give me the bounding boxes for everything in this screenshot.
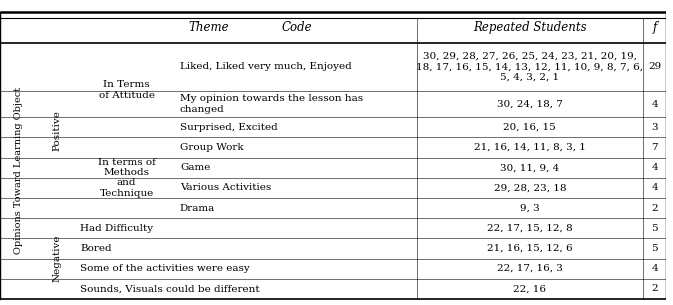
Text: Bored: Bored xyxy=(80,244,112,253)
Text: Drama: Drama xyxy=(180,203,215,213)
Text: 5: 5 xyxy=(651,244,658,253)
Text: 2: 2 xyxy=(651,284,658,293)
Text: 7: 7 xyxy=(651,143,658,152)
Text: 21, 16, 15, 12, 6: 21, 16, 15, 12, 6 xyxy=(487,244,573,253)
Text: Had Difficulty: Had Difficulty xyxy=(80,224,153,233)
Text: 5: 5 xyxy=(651,224,658,233)
Text: 4: 4 xyxy=(651,99,658,109)
Text: Theme: Theme xyxy=(188,21,229,34)
Text: Positive: Positive xyxy=(52,110,61,151)
Text: 29: 29 xyxy=(648,62,662,71)
Text: In terms of
Methods
and
Technique: In terms of Methods and Technique xyxy=(98,158,155,198)
Text: 21, 16, 14, 11, 8, 3, 1: 21, 16, 14, 11, 8, 3, 1 xyxy=(474,143,586,152)
Text: Code: Code xyxy=(281,21,312,34)
Text: 22, 17, 15, 12, 8: 22, 17, 15, 12, 8 xyxy=(487,224,573,233)
Text: Opinions Toward Learning Object: Opinions Toward Learning Object xyxy=(14,87,23,254)
Text: Negative: Negative xyxy=(52,235,61,282)
Text: 30, 29, 28, 27, 26, 25, 24, 23, 21, 20, 19,
18, 17, 16, 15, 14, 13, 12, 11, 10, : 30, 29, 28, 27, 26, 25, 24, 23, 21, 20, … xyxy=(417,52,643,82)
Text: 9, 3: 9, 3 xyxy=(520,203,540,213)
Text: 2: 2 xyxy=(651,203,658,213)
Text: Repeated Students: Repeated Students xyxy=(473,21,587,34)
Text: 29, 28, 23, 18: 29, 28, 23, 18 xyxy=(493,183,566,192)
Text: 30, 24, 18, 7: 30, 24, 18, 7 xyxy=(497,99,563,109)
Text: In Terms
of Attitude: In Terms of Attitude xyxy=(99,80,155,100)
Text: Some of the activities were easy: Some of the activities were easy xyxy=(80,264,250,273)
Text: Surprised, Excited: Surprised, Excited xyxy=(180,123,278,132)
Text: Various Activities: Various Activities xyxy=(180,183,271,192)
Text: 4: 4 xyxy=(651,183,658,192)
Text: My opinion towards the lesson has
changed: My opinion towards the lesson has change… xyxy=(180,94,363,114)
Text: Sounds, Visuals could be different: Sounds, Visuals could be different xyxy=(80,284,260,293)
Text: 3: 3 xyxy=(651,123,658,132)
Text: 22, 16: 22, 16 xyxy=(513,284,546,293)
Text: 4: 4 xyxy=(651,163,658,172)
Text: 4: 4 xyxy=(651,264,658,273)
Text: Liked, Liked very much, Enjoyed: Liked, Liked very much, Enjoyed xyxy=(180,62,352,71)
Text: f: f xyxy=(653,21,657,34)
Text: Game: Game xyxy=(180,163,210,172)
Text: 30, 11, 9, 4: 30, 11, 9, 4 xyxy=(500,163,559,172)
Text: 20, 16, 15: 20, 16, 15 xyxy=(503,123,556,132)
Text: 22, 17, 16, 3: 22, 17, 16, 3 xyxy=(497,264,563,273)
Text: Group Work: Group Work xyxy=(180,143,244,152)
